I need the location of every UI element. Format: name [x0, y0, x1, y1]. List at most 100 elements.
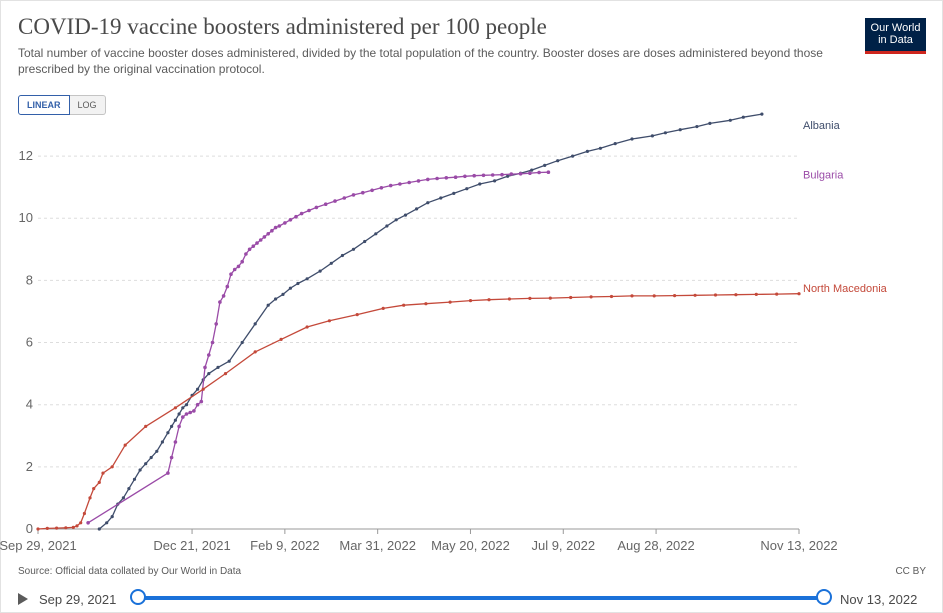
- albania-point: [708, 121, 712, 125]
- north-macedonia-point: [713, 293, 718, 297]
- albania-point: [329, 261, 333, 265]
- y-tick-label: 6: [26, 335, 33, 350]
- albania-point: [630, 137, 634, 141]
- albania-point: [97, 527, 101, 531]
- north-macedonia-point: [402, 303, 406, 307]
- bulgaria-point: [207, 353, 211, 357]
- albania-point: [105, 521, 109, 525]
- north-macedonia-point: [734, 293, 738, 297]
- bulgaria-point: [221, 294, 226, 298]
- bulgaria-point: [225, 284, 230, 289]
- north-macedonia-point: [55, 526, 59, 530]
- albania-point: [571, 154, 575, 158]
- play-icon[interactable]: [18, 593, 28, 605]
- north-macedonia-point: [381, 306, 385, 310]
- bulgaria-point: [218, 300, 222, 304]
- x-tick-label: Feb 9, 2022: [250, 538, 319, 553]
- north-macedonia-point: [253, 350, 257, 354]
- bulgaria-point: [453, 175, 458, 179]
- albania-point: [281, 292, 285, 296]
- scale-toggle: LINEAR LOG: [18, 95, 106, 115]
- north-macedonia-point: [45, 526, 49, 531]
- bulgaria-point: [472, 173, 477, 178]
- bulgaria-point: [192, 409, 196, 413]
- bulgaria-point: [255, 241, 259, 245]
- north-macedonia-point: [528, 296, 532, 300]
- bulgaria-point: [518, 172, 523, 176]
- albania-point: [598, 146, 603, 150]
- albania-point: [650, 134, 655, 138]
- north-macedonia-point: [609, 294, 614, 299]
- bulgaria-point: [184, 412, 189, 416]
- bulgaria-point: [283, 221, 287, 225]
- albania-point: [394, 218, 398, 222]
- albania-point: [184, 403, 189, 407]
- albania-point: [452, 191, 456, 195]
- albania-point: [144, 462, 148, 466]
- north-macedonia-point: [75, 524, 79, 528]
- albania-point: [155, 449, 159, 453]
- logo-line-2: in Data: [878, 34, 913, 46]
- albania-point: [296, 281, 300, 286]
- albania-point: [613, 142, 617, 146]
- bulgaria-point: [270, 228, 274, 233]
- bulgaria-point: [490, 173, 495, 177]
- y-tick-label: 10: [19, 210, 33, 225]
- bulgaria-point: [232, 267, 237, 272]
- albania-point: [318, 269, 322, 273]
- timeline-start-label: Sep 29, 2021: [39, 592, 117, 607]
- owid-logo[interactable]: Our World in Data: [865, 18, 926, 54]
- north-macedonia-line: [37, 293, 800, 530]
- north-macedonia-point: [507, 297, 511, 301]
- albania-point: [305, 277, 309, 281]
- x-tick-label: Aug 28, 2022: [617, 538, 694, 553]
- north-macedonia-point: [673, 294, 677, 298]
- x-tick-label: Nov 13, 2022: [760, 538, 837, 553]
- bulgaria-point: [195, 402, 200, 407]
- bulgaria-point: [388, 183, 393, 188]
- albania-point: [170, 424, 174, 428]
- albania-point: [351, 247, 356, 251]
- albania-point: [678, 128, 682, 132]
- north-macedonia-point: [201, 387, 205, 391]
- bulgaria-point: [266, 232, 271, 236]
- bulgaria-point: [86, 521, 90, 525]
- timeline-track[interactable]: [138, 596, 824, 600]
- albania-point: [166, 431, 170, 435]
- linear-scale-button[interactable]: LINEAR: [18, 95, 70, 115]
- bulgaria-point: [181, 415, 185, 419]
- albania-point: [741, 115, 745, 119]
- bulgaria-point: [173, 440, 178, 444]
- north-macedonia-point: [101, 471, 105, 475]
- timeline-start-handle[interactable]: [130, 589, 146, 605]
- bulgaria-point: [169, 455, 174, 460]
- albania-point: [340, 253, 344, 258]
- timeline-end-handle[interactable]: [816, 589, 832, 605]
- north-macedonia-point: [548, 296, 552, 300]
- bulgaria-point: [537, 170, 541, 175]
- log-scale-button[interactable]: LOG: [69, 95, 106, 115]
- north-macedonia-point: [797, 292, 801, 296]
- source-note[interactable]: Source: Official data collated by Our Wo…: [18, 566, 242, 577]
- bulgaria-point: [166, 471, 170, 475]
- north-macedonia-point: [569, 295, 573, 300]
- albania-point: [240, 340, 244, 345]
- bulgaria-point: [481, 173, 486, 178]
- bulgaria-point: [203, 365, 207, 370]
- north-macedonia-point: [173, 406, 177, 410]
- albania-point: [132, 477, 137, 481]
- bulgaria-point: [323, 202, 328, 206]
- bulgaria-point: [342, 196, 347, 200]
- bulgaria-point: [509, 172, 514, 176]
- albania-point: [266, 303, 270, 307]
- north-macedonia-point: [775, 292, 779, 296]
- albania-point: [465, 187, 469, 191]
- albania-point: [543, 163, 547, 167]
- bulgaria-point: [299, 211, 304, 216]
- bulgaria-point: [199, 399, 204, 404]
- license-label[interactable]: CC BY: [895, 566, 926, 577]
- x-tick-label: May 20, 2022: [431, 538, 510, 553]
- north-macedonia-point: [693, 293, 697, 297]
- bulgaria-point: [463, 174, 467, 179]
